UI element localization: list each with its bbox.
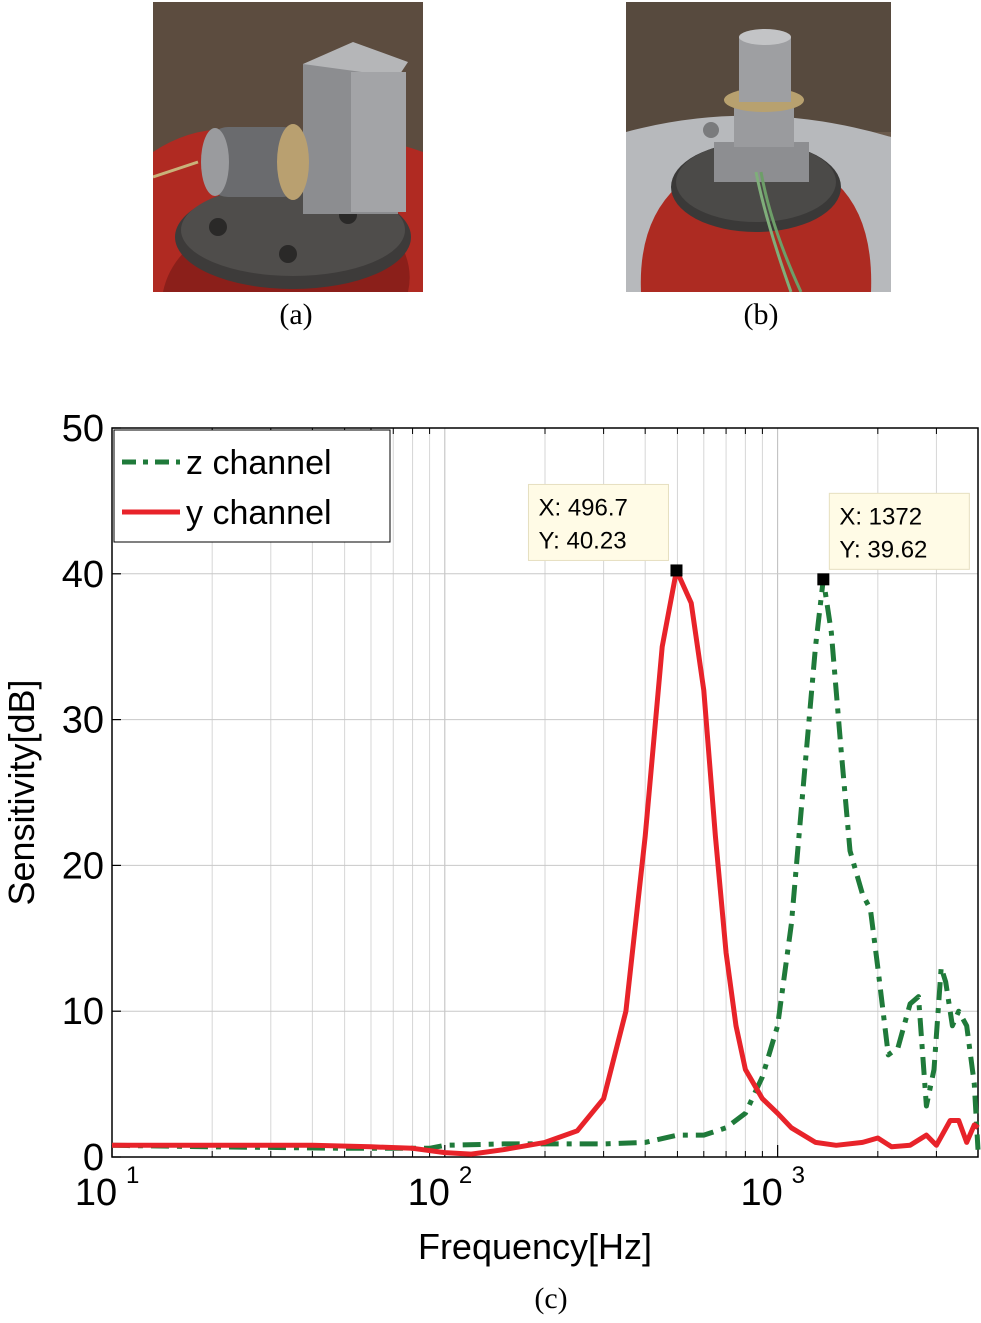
- y-tick-label: 0: [83, 1137, 104, 1179]
- legend-box: [113, 429, 391, 543]
- y-tick-label: 30: [62, 700, 104, 742]
- x-tick-exponent: 3: [792, 1162, 805, 1189]
- x-tick-label: 10: [408, 1172, 450, 1214]
- series-lines: [111, 567, 981, 1157]
- photo-a: [153, 2, 423, 292]
- x-tick-exponent: 1: [126, 1162, 139, 1189]
- data-tips: X: 496.7 Y: 40.23 X: 1372 Y: 39.62: [527, 483, 970, 586]
- data-tip-box: [828, 492, 970, 570]
- series-line-y-channel: [112, 567, 980, 1157]
- data-tip-marker: [670, 564, 683, 577]
- legend-label: y channel: [186, 494, 332, 532]
- sensor-photo-a-image: [153, 2, 423, 292]
- x-tick-label: 10: [75, 1172, 117, 1214]
- caption-b: (b): [743, 298, 779, 331]
- y-tick-label: 10: [62, 991, 104, 1033]
- data-tip-y: Y: 40.23: [538, 527, 626, 554]
- legend: z channel y channel: [113, 429, 391, 543]
- sensor-photo-b-image: [626, 2, 891, 292]
- x-tick-exponent: 2: [459, 1162, 472, 1189]
- x-tick-label: 10: [740, 1172, 782, 1214]
- data-tip-x: X: 1372: [839, 503, 922, 530]
- x-axis-label: Frequency[Hz]: [418, 1226, 652, 1267]
- y-tick-label: 20: [62, 845, 104, 887]
- y-axis-label: Sensitivity[dB]: [1, 679, 42, 905]
- series-line-z-channel: [111, 576, 981, 1151]
- caption-c: (c): [534, 1282, 568, 1315]
- data-tip-box: [527, 483, 669, 561]
- data-tip-y: Y: 39.62: [839, 536, 927, 563]
- photo-b: [626, 2, 891, 292]
- data-tip-marker: [817, 573, 830, 586]
- y-tick-label: 50: [62, 408, 104, 450]
- legend-label: z channel: [186, 444, 332, 482]
- caption-a: (a): [279, 298, 313, 331]
- y-tick-label: 40: [62, 554, 104, 596]
- data-tip-x: X: 496.7: [538, 494, 627, 521]
